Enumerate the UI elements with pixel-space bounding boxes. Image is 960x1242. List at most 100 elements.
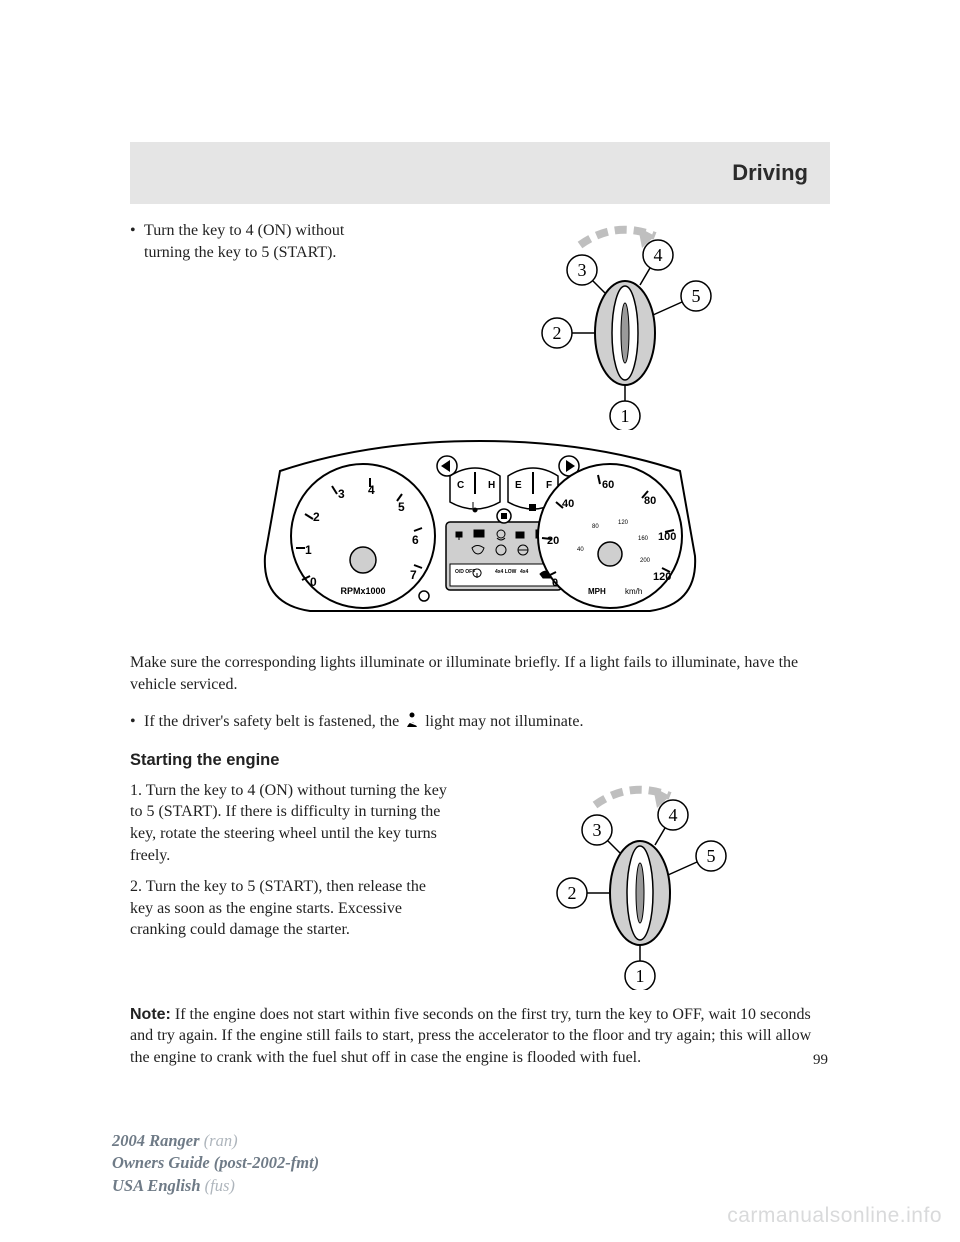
- svg-text:1: 1: [305, 543, 312, 557]
- position-5: 5: [668, 841, 726, 875]
- ignition-figure-1: 1 2 3 4: [420, 220, 830, 430]
- bullet-turn-key: • Turn the key to 4 (ON) without turning…: [130, 220, 420, 430]
- position-3: 3: [567, 255, 605, 293]
- pos-label-2: 2: [553, 323, 562, 343]
- pos-label-3: 3: [578, 260, 587, 280]
- page-number: 99: [813, 1052, 828, 1069]
- door-ajar-warn-icon: [516, 532, 524, 538]
- svg-text:2: 2: [568, 883, 577, 903]
- svg-text:3: 3: [593, 820, 602, 840]
- pos-label-4: 4: [654, 245, 663, 265]
- fuel-pump-icon: [529, 504, 536, 511]
- key-slot-icon: [621, 303, 629, 363]
- pos-label-1: 1: [621, 406, 630, 426]
- position-4: 4: [655, 800, 688, 845]
- heading-starting-engine: Starting the engine: [130, 751, 830, 770]
- position-1: 1: [610, 385, 640, 430]
- position-4: 4: [640, 240, 673, 285]
- svg-text:5: 5: [707, 846, 716, 866]
- svg-text:40: 40: [577, 547, 584, 553]
- page: Driving • Turn the key to 4 (ON) without…: [0, 0, 960, 1242]
- bullet-dot-empty: [130, 242, 144, 264]
- svg-text:20: 20: [547, 535, 559, 547]
- svg-text:100: 100: [658, 531, 676, 543]
- svg-text:2: 2: [313, 510, 320, 524]
- tachometer: 0 1 2 3 4 5 6 7: [291, 464, 435, 608]
- note-text: If the engine does not start within five…: [130, 1006, 811, 1066]
- svg-text:5: 5: [398, 500, 405, 514]
- bullet-dot: •: [130, 711, 144, 733]
- bullet2-after: light may not illuminate.: [425, 713, 583, 730]
- note-label: Note:: [130, 1006, 171, 1023]
- svg-text:60: 60: [602, 479, 614, 491]
- svg-text:80: 80: [592, 524, 599, 530]
- svg-text:7: 7: [410, 568, 417, 582]
- svg-text:0: 0: [310, 575, 317, 589]
- footer-model: 2004 Ranger: [112, 1131, 200, 1150]
- seatbelt-icon: [403, 711, 421, 729]
- footer-model-code: (ran): [204, 1131, 238, 1150]
- step-2: 2. Turn the key to 5 (START), then relea…: [130, 876, 450, 941]
- position-1: 1: [625, 945, 655, 990]
- ignition-diagram-svg: 1 2 3 4: [510, 220, 740, 430]
- speedometer: 0 20 40 60 80 100 120 40 80 120 160 200: [538, 464, 682, 608]
- row-starting-engine: 1. Turn the key to 4 (ON) without turnin…: [130, 780, 830, 990]
- svg-text:120: 120: [653, 571, 671, 583]
- svg-text:E: E: [515, 480, 522, 491]
- battery-warn-icon: [474, 530, 484, 537]
- tach-caption: RPMx1000: [340, 586, 385, 596]
- footer-line-3: USA English (fus): [112, 1175, 319, 1197]
- pos-label-5: 5: [692, 286, 701, 306]
- trip-reset-icon: [419, 591, 429, 601]
- position-3: 3: [582, 815, 620, 853]
- bullet2-before: If the driver's safety belt is fastened,…: [144, 713, 399, 730]
- temp-gauge: C H: [450, 468, 500, 512]
- bullet-safety-belt: •If the driver's safety belt is fastened…: [130, 711, 830, 733]
- bullet-text-line2: turning the key to 5 (START).: [144, 242, 420, 264]
- instrument-cluster-svg: 0 1 2 3 4 5 6 7: [250, 436, 710, 636]
- svg-text:3: 3: [338, 487, 345, 501]
- svg-text:160: 160: [638, 536, 649, 542]
- content: • Turn the key to 4 (ON) without turning…: [130, 220, 830, 1069]
- position-2: 2: [542, 318, 596, 348]
- bullet-dot: •: [130, 220, 144, 242]
- footer-lang: USA English: [112, 1176, 201, 1195]
- ignition-diagram-svg: 1 2 3 4: [525, 780, 755, 990]
- speed-hub: [598, 542, 622, 566]
- od-off-label: O/D OFF: [455, 569, 475, 575]
- tach-hub: [350, 547, 376, 573]
- svg-text:H: H: [488, 480, 495, 491]
- bullet-text-line1: Turn the key to 4 (ON) without: [144, 220, 420, 242]
- footer-lang-code: (fus): [205, 1176, 235, 1195]
- svg-text:1: 1: [636, 966, 645, 986]
- steps-text: 1. Turn the key to 4 (ON) without turnin…: [130, 780, 450, 990]
- svg-text:40: 40: [562, 498, 574, 510]
- position-2: 2: [557, 878, 611, 908]
- key-slot-icon: [636, 863, 644, 923]
- section-title: Driving: [732, 160, 808, 186]
- svg-text:6: 6: [412, 533, 419, 547]
- svg-text:4: 4: [669, 805, 678, 825]
- svg-text:80: 80: [644, 495, 656, 507]
- row-key-on: • Turn the key to 4 (ON) without turning…: [130, 220, 830, 430]
- svg-text:200: 200: [640, 558, 651, 564]
- header-bar: Driving: [130, 142, 830, 204]
- 4x4-low-label: 4x4 LOW: [495, 569, 517, 575]
- ignition-figure-2: 1 2 3 4: [450, 780, 830, 990]
- 4x4-label: 4x4: [520, 569, 529, 575]
- position-5: 5: [653, 281, 711, 315]
- mph-label: MPH: [588, 587, 606, 596]
- footer: 2004 Ranger (ran) Owners Guide (post-200…: [112, 1130, 319, 1197]
- watermark: carmanualsonline.info: [727, 1204, 942, 1228]
- svg-text:120: 120: [618, 520, 629, 526]
- step-1: 1. Turn the key to 4 (ON) without turnin…: [130, 780, 450, 866]
- svg-text:0: 0: [552, 577, 558, 589]
- footer-line-1: 2004 Ranger (ran): [112, 1130, 319, 1152]
- svg-text:F: F: [546, 480, 552, 491]
- bullet-line: turning the key to 5 (START).: [130, 242, 420, 264]
- note-paragraph: Note: If the engine does not start withi…: [130, 1004, 830, 1069]
- bullet-line: • Turn the key to 4 (ON) without: [130, 220, 420, 242]
- svg-text:C: C: [457, 480, 464, 491]
- kmh-label: km/h: [625, 587, 642, 596]
- footer-guide: Owners Guide (post-2002-fmt): [112, 1152, 319, 1174]
